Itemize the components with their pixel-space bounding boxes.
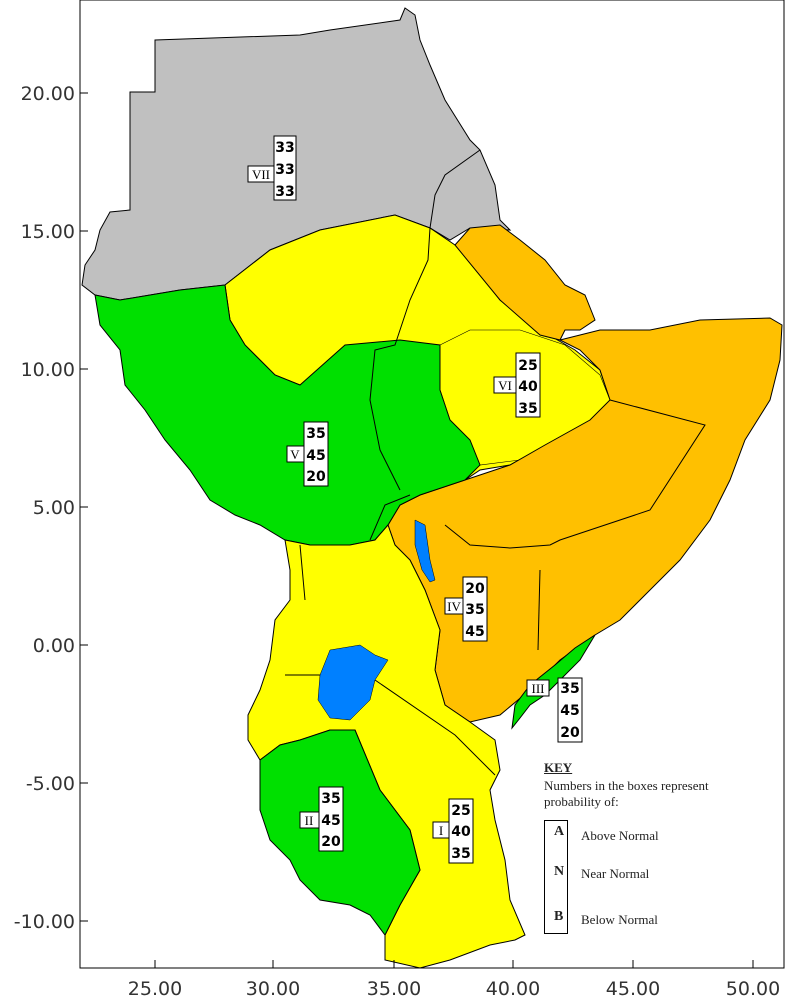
zone-iv-label: IV 20 35 45	[444, 576, 488, 642]
legend-entry-below: B Below Normal	[544, 909, 744, 958]
svg-text:35: 35	[465, 602, 484, 618]
zone-ii-label: II 35 45 20	[299, 786, 344, 852]
svg-text:VII: VII	[252, 167, 270, 182]
x-tick-label: 50.00	[726, 978, 780, 1000]
svg-text:V: V	[290, 447, 300, 462]
zone-v-label: V 35 45 20	[286, 421, 329, 487]
y-tick-label: 20.00	[21, 83, 75, 105]
svg-text:45: 45	[321, 813, 340, 829]
legend-description-line: Numbers in the boxes represent	[544, 778, 709, 793]
legend-key: KEY Numbers in the boxes represent proba…	[544, 760, 744, 934]
zone-iii-region	[511, 634, 596, 730]
x-tick-label: 35.00	[367, 978, 421, 1000]
svg-text:45: 45	[560, 703, 579, 719]
svg-text:45: 45	[465, 624, 484, 640]
legend-letter-box	[544, 820, 568, 934]
lake-turkana	[414, 519, 436, 583]
x-axis	[154, 960, 754, 968]
internal-borders	[285, 149, 706, 776]
x-tick-label: 30.00	[246, 978, 300, 1000]
svg-text:35: 35	[518, 401, 537, 417]
svg-text:33: 33	[275, 140, 294, 156]
svg-text:33: 33	[275, 184, 294, 200]
svg-text:I: I	[439, 823, 443, 838]
x-tick-label: 40.00	[486, 978, 540, 1000]
legend-letter: B	[554, 909, 564, 924]
svg-text:20: 20	[306, 469, 326, 485]
legend-description-line: probability of:	[544, 794, 619, 809]
svg-text:20: 20	[321, 834, 341, 850]
zone-orange-northeast	[454, 224, 596, 341]
svg-text:35: 35	[560, 681, 579, 697]
svg-text:II: II	[305, 813, 314, 828]
svg-text:33: 33	[275, 162, 294, 178]
legend-description: Numbers in the boxes represent probabili…	[544, 778, 744, 810]
legend-entry-above: A Above Normal	[544, 822, 744, 868]
x-tick-label: 45.00	[606, 978, 660, 1000]
x-tick-label: 25.00	[128, 978, 182, 1000]
y-tick-label: 15.00	[21, 221, 75, 243]
zone-vii-label: VII 33 33 33	[247, 135, 297, 201]
svg-text:20: 20	[560, 725, 580, 741]
svg-text:VI: VI	[498, 378, 512, 393]
y-tick-label: 5.00	[33, 497, 75, 519]
svg-text:35: 35	[321, 791, 340, 807]
y-axis	[80, 92, 88, 922]
y-tick-label: 0.00	[33, 635, 75, 657]
svg-text:35: 35	[451, 846, 470, 862]
svg-text:25: 25	[518, 358, 537, 374]
svg-text:III: III	[532, 681, 545, 696]
legend-title: KEY	[544, 760, 573, 775]
zone-i-label: I 25 40 35	[432, 798, 474, 864]
lake-victoria	[317, 644, 389, 721]
svg-text:40: 40	[518, 379, 538, 395]
zone-vi-label: VI 25 40 35	[493, 352, 541, 418]
legend-label: Above Normal	[581, 828, 659, 843]
svg-text:45: 45	[306, 448, 325, 464]
legend-label: Below Normal	[581, 912, 658, 927]
svg-text:25: 25	[451, 803, 470, 819]
svg-text:IV: IV	[447, 599, 461, 614]
svg-text:35: 35	[306, 426, 325, 442]
legend-letter: N	[554, 864, 565, 879]
zone-v-region	[94, 284, 481, 546]
svg-text:40: 40	[451, 824, 471, 840]
y-tick-label: -10.00	[14, 911, 75, 933]
y-tick-label: 10.00	[21, 359, 75, 381]
y-tick-label: -5.00	[26, 773, 75, 795]
svg-text:20: 20	[465, 581, 485, 597]
zone-iii-label: III 35 45 20	[526, 677, 583, 743]
legend-letter: A	[554, 824, 565, 839]
legend-label: Near Normal	[581, 866, 650, 881]
legend-entry-near: N Near Normal	[544, 864, 744, 912]
